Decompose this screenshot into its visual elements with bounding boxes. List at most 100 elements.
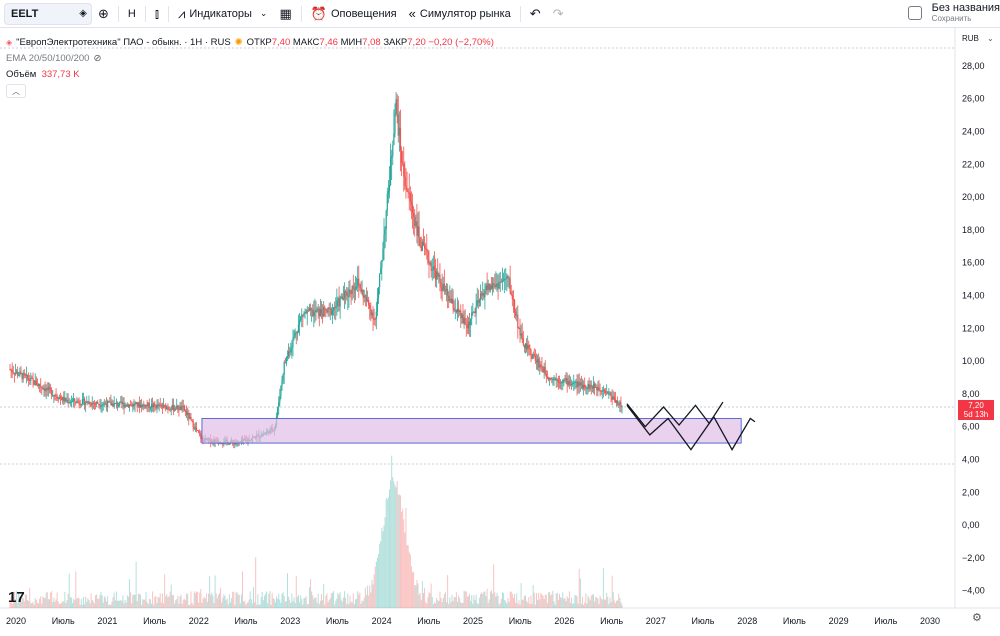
volume-bar <box>285 601 287 608</box>
candle-body <box>512 299 515 301</box>
volume-bar <box>266 591 268 608</box>
candle-body <box>439 274 441 282</box>
projection-path-lower[interactable] <box>626 404 756 451</box>
tradingview-logo[interactable]: 17 <box>8 589 25 606</box>
candle-body <box>190 416 192 420</box>
candle-body <box>104 403 107 405</box>
currency-label[interactable]: RUB <box>962 34 979 43</box>
collapse-legend-button[interactable]: ︿ <box>6 84 26 98</box>
price-chart[interactable]: 28,00 26,00 24,00 22,00 20,00 18,00 16,00 14,00… <box>0 28 1000 636</box>
candle-body <box>21 373 23 379</box>
volume-bar <box>214 575 216 608</box>
candle-body <box>317 308 319 311</box>
volume-bar <box>302 604 304 608</box>
candle-body <box>500 281 502 283</box>
interval-button[interactable]: H <box>122 0 142 28</box>
ema-legend-row[interactable]: EMA 20/50/100/200 ⊘ <box>6 50 494 66</box>
candle-body <box>117 405 120 407</box>
volume-bar <box>267 603 269 608</box>
volume-bar <box>417 583 419 608</box>
layout-checkbox[interactable] <box>907 5 922 20</box>
volume-bar <box>564 597 566 608</box>
candle-body <box>289 351 291 353</box>
volume-bar <box>590 595 592 608</box>
candle-body <box>19 371 21 376</box>
volume-bar <box>338 594 340 608</box>
layout-save-button[interactable]: Без названия Сохранить <box>932 2 1000 23</box>
volume-bar <box>472 603 474 608</box>
volume-bar <box>485 595 487 608</box>
change-value: −0,20 (−2,70%) <box>428 36 494 48</box>
time-axis[interactable]: 2020 Июль 2021 Июль 2022 Июль 2023 Июль 2024 Июль… <box>6 616 940 626</box>
volume-bar <box>256 604 258 608</box>
volume-bar <box>519 604 521 608</box>
candle-body <box>286 356 289 358</box>
volume-bar <box>427 597 429 608</box>
eye-crossed-icon[interactable]: ⊘ <box>93 52 102 64</box>
candle-body <box>451 298 453 303</box>
volume-bar <box>269 591 271 608</box>
candle-body <box>17 371 19 376</box>
volume-bar <box>194 593 196 608</box>
volume-bar <box>165 596 167 608</box>
candle-body <box>409 192 411 202</box>
volume-bar <box>109 604 111 608</box>
support-zone-rectangle[interactable] <box>201 417 742 444</box>
candle-body <box>103 403 105 405</box>
chevron-down-icon[interactable]: ⌄ <box>259 8 268 18</box>
volume-bar <box>490 590 492 608</box>
volume-bar <box>462 602 464 608</box>
interval-label: H <box>127 7 136 20</box>
candle-body <box>195 427 198 431</box>
price-axis[interactable]: 28,00 26,00 24,00 22,00 20,00 18,00 16,00 14,00… <box>962 61 985 596</box>
candle-body <box>123 402 125 408</box>
volume-bar <box>288 596 290 608</box>
volume-bar <box>523 595 525 608</box>
volume-bar <box>475 594 477 608</box>
candle-body <box>291 346 293 349</box>
divider <box>300 5 302 22</box>
candle-body <box>194 427 196 429</box>
volume-bar <box>143 600 145 608</box>
candle-body <box>148 402 150 408</box>
compare-icon[interactable]: ◈ <box>79 7 87 19</box>
symbol-search[interactable]: EELT ◈ <box>4 2 92 25</box>
candle-body <box>146 404 148 406</box>
volume-bar <box>356 598 358 608</box>
volume-bar <box>142 598 144 608</box>
undo-button[interactable]: ↶ <box>524 0 547 28</box>
volume-bar <box>341 601 343 608</box>
candle-body <box>509 278 511 293</box>
price-tick-label: 14,00 <box>962 290 985 300</box>
volume-bar <box>21 595 23 608</box>
volume-bar <box>511 593 513 608</box>
templates-button[interactable]: ▦ <box>273 0 297 28</box>
candle-body <box>130 404 132 406</box>
indicators-button[interactable]: ⩘ Индикаторы ⌄ <box>172 0 273 28</box>
volume-bar <box>568 591 570 608</box>
candle-body <box>524 343 527 348</box>
alerts-button[interactable]: ⏰ Оповещения <box>305 0 403 28</box>
candle-body <box>391 155 393 158</box>
redo-button[interactable]: ↷ <box>547 0 570 28</box>
chart-type-button[interactable]: ⫾ <box>149 0 165 28</box>
volume-bar <box>401 511 403 608</box>
candle-body <box>394 112 396 134</box>
symbol-legend-row[interactable]: ◈ "ЕвропЭлектротехника" ПАО - обыкн. · 1… <box>6 34 494 50</box>
add-symbol-button[interactable]: ⊕ <box>92 0 115 28</box>
candle-body <box>475 306 477 314</box>
candle-body <box>18 375 20 377</box>
replay-button[interactable]: « Симулятор рынка <box>403 0 517 28</box>
candle-body <box>425 248 427 250</box>
candle-body <box>15 371 18 373</box>
volume-bar <box>270 604 272 608</box>
volume-bar <box>138 593 140 608</box>
gear-icon[interactable]: ⚙ <box>972 612 982 624</box>
candle-body <box>433 266 436 271</box>
volume-bar <box>74 600 76 608</box>
candle-body <box>120 401 122 403</box>
time-tick-label: Июль <box>783 616 806 626</box>
chevron-down-icon[interactable]: ⌄ <box>987 34 994 43</box>
volume-legend-row[interactable]: Объём 337,73 K <box>6 66 494 82</box>
volume-bar <box>66 600 68 608</box>
